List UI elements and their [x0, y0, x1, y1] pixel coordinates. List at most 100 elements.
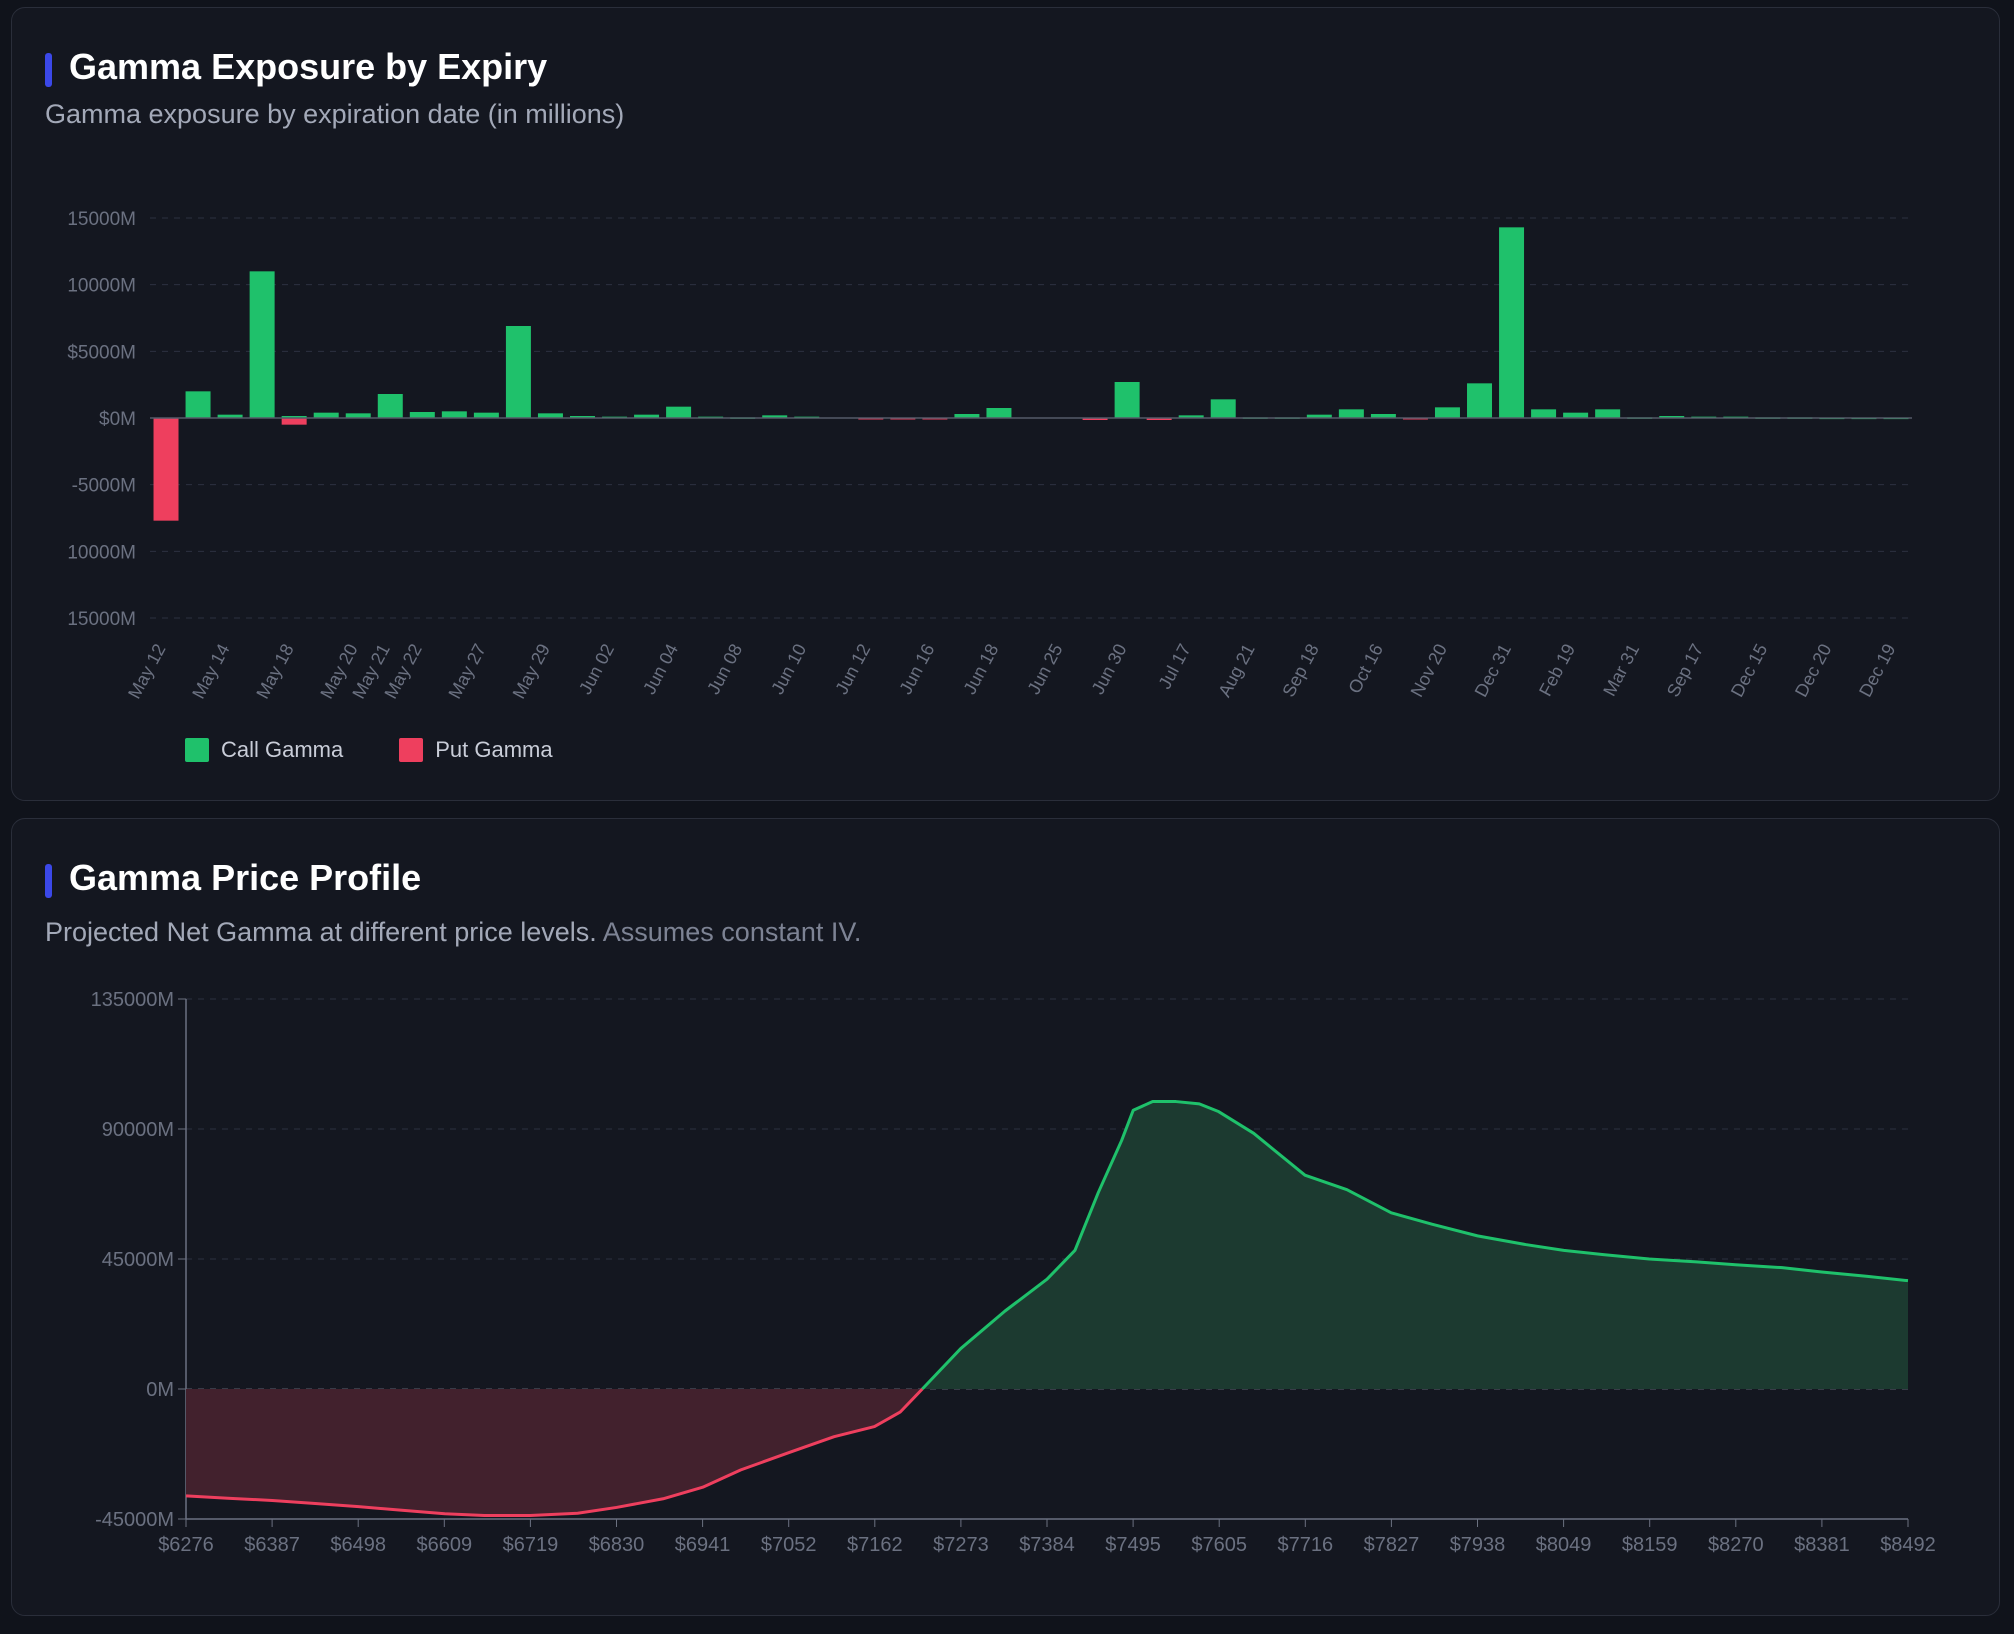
call-bar — [1178, 415, 1204, 418]
call-bar — [441, 411, 467, 418]
x-tick-label: Jun 08 — [703, 640, 746, 697]
x-tick-label: Jul 17 — [1154, 640, 1194, 692]
subtitle-note: Assumes constant IV. — [602, 917, 862, 947]
x-tick-label: Jun 10 — [767, 640, 810, 697]
x-tick-label: Feb 19 — [1535, 640, 1579, 699]
y-tick-label: 90000M — [102, 1119, 174, 1141]
y-tick-label: 15000M — [67, 609, 136, 630]
x-tick-label: $7384 — [1019, 1534, 1075, 1556]
positive-gamma-line — [921, 1100, 1909, 1391]
legend-label-call: Call Gamma — [221, 737, 344, 762]
x-tick-label: $7605 — [1191, 1534, 1247, 1556]
x-tick-label: Sep 17 — [1663, 640, 1707, 700]
x-tick-label: Mar 31 — [1599, 640, 1643, 699]
x-tick-label: Dec 31 — [1471, 640, 1515, 700]
call-bar — [1467, 383, 1493, 418]
x-tick-label: $6498 — [330, 1534, 386, 1556]
y-tick-label: 10000M — [67, 542, 136, 563]
x-tick-label: Jun 25 — [1024, 640, 1067, 697]
negative-area — [186, 1389, 923, 1516]
put-bar — [1082, 418, 1108, 420]
call-bar — [185, 391, 211, 418]
profile-card-subtitle: Projected Net Gamma at different price l… — [45, 917, 861, 948]
x-tick-label: $6719 — [503, 1534, 559, 1556]
x-tick-label: $8270 — [1708, 1534, 1764, 1556]
x-tick-label: $6830 — [589, 1534, 645, 1556]
legend-item-put[interactable]: Put Gamma — [399, 737, 553, 763]
x-tick-label: Aug 21 — [1214, 640, 1258, 700]
x-tick-label: $7052 — [761, 1534, 817, 1556]
put-bar — [1146, 418, 1172, 420]
call-bar — [954, 414, 980, 418]
call-bar — [217, 414, 243, 418]
x-tick-label: $7938 — [1450, 1534, 1506, 1556]
x-tick-label: Dec 19 — [1855, 640, 1899, 700]
call-bar — [986, 408, 1012, 418]
y-tick-label: -5000M — [72, 476, 136, 497]
x-tick-label: May 29 — [509, 640, 554, 702]
x-tick-label: Jun 16 — [895, 640, 938, 697]
negative-gamma-line — [185, 1387, 924, 1518]
x-tick-label: Jun 30 — [1088, 640, 1131, 697]
price-profile-chart[interactable]: 135000M 90000M 45000M 0M -45000M $6276 $6387 $6… — [12, 819, 2001, 1617]
x-tick-label: Jun 02 — [575, 640, 618, 697]
y-tick-label: -45000M — [95, 1509, 174, 1531]
call-bar — [1659, 416, 1685, 418]
x-tick-label: $6609 — [416, 1534, 472, 1556]
call-bar — [762, 415, 788, 418]
legend-item-call[interactable]: Call Gamma — [185, 737, 343, 763]
x-tick-label: $7827 — [1364, 1534, 1420, 1556]
y-tick-label: $0M — [99, 409, 136, 430]
y-tick-label: 15000M — [67, 209, 136, 230]
x-tick-label: Jun 12 — [831, 640, 874, 697]
expiry-legend: Call Gamma Put Gamma — [185, 737, 553, 763]
call-bar — [1210, 399, 1236, 418]
x-tick-label: Nov 20 — [1407, 640, 1451, 700]
call-bar — [1595, 409, 1621, 418]
profile-card-title: Gamma Price Profile — [69, 857, 422, 898]
profile-card: Gamma Price Profile Projected Net Gamma … — [11, 818, 2000, 1616]
call-bar — [1338, 409, 1364, 418]
call-bar — [505, 326, 531, 418]
call-bar — [537, 413, 563, 418]
call-swatch — [185, 738, 209, 762]
x-tick-label: $8049 — [1536, 1534, 1592, 1556]
title-accent-bar — [45, 53, 52, 87]
call-bar — [473, 412, 499, 418]
y-tick-label: 135000M — [91, 989, 174, 1011]
call-bar — [634, 414, 660, 418]
call-bar — [281, 416, 307, 418]
y-tick-label: 45000M — [102, 1249, 174, 1271]
x-tick-label: $7162 — [847, 1534, 903, 1556]
put-bar — [153, 418, 179, 521]
call-bar — [1370, 414, 1396, 418]
x-tick-label: $8381 — [1794, 1534, 1850, 1556]
call-bar — [377, 394, 403, 418]
call-bar — [1499, 227, 1525, 418]
x-tick-label: $6941 — [675, 1534, 731, 1556]
x-tick-label: May 14 — [188, 640, 233, 702]
call-bar — [409, 412, 435, 418]
x-tick-label: $7273 — [933, 1534, 989, 1556]
x-tick-label: $8492 — [1880, 1534, 1936, 1556]
expiry-card-subtitle: Gamma exposure by expiration date (in mi… — [45, 99, 625, 129]
expiry-bar-chart[interactable]: 15000M 10000M $5000M $0M -5000M 10000M 15000M M… — [12, 8, 2001, 802]
call-bar — [1563, 412, 1589, 418]
x-tick-label: $6387 — [244, 1534, 300, 1556]
x-tick-label: $7495 — [1105, 1534, 1161, 1556]
expiry-card-title: Gamma Exposure by Expiry — [69, 46, 548, 87]
put-bar — [281, 418, 307, 425]
subtitle-main: Projected Net Gamma at different price l… — [45, 917, 597, 947]
x-tick-label: $8159 — [1622, 1534, 1678, 1556]
y-tick-label: 10000M — [67, 276, 136, 297]
x-tick-label: Oct 16 — [1344, 640, 1387, 696]
x-tick-label: Jun 18 — [959, 640, 1002, 697]
positive-area — [922, 1101, 1908, 1389]
x-tick-label: $6276 — [158, 1534, 214, 1556]
put-swatch — [399, 738, 424, 762]
y-tick-label: $5000M — [67, 342, 136, 363]
x-tick-label: Jun 04 — [639, 640, 682, 697]
call-bar — [1434, 407, 1460, 418]
x-tick-label: May 12 — [124, 640, 169, 702]
x-tick-label: May 27 — [445, 640, 490, 702]
